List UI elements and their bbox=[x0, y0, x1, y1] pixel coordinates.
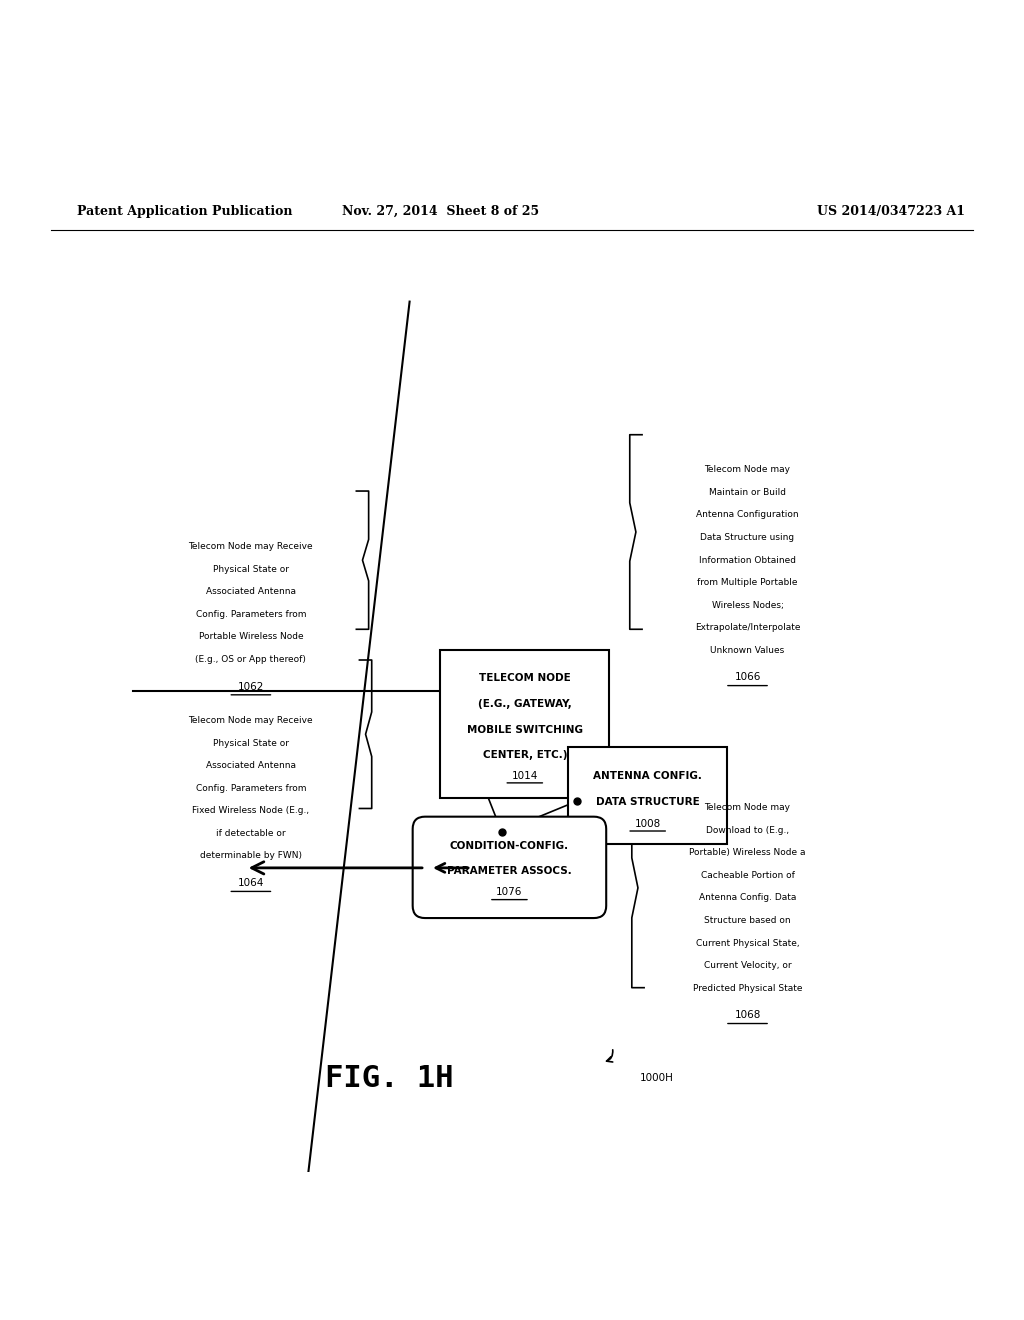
Text: Predicted Physical State: Predicted Physical State bbox=[693, 983, 802, 993]
Text: Antenna Config. Data: Antenna Config. Data bbox=[698, 894, 797, 903]
Text: Telecom Node may: Telecom Node may bbox=[705, 466, 791, 474]
Text: 1068: 1068 bbox=[734, 1010, 761, 1020]
Text: Config. Parameters from: Config. Parameters from bbox=[196, 610, 306, 619]
Text: Current Physical State,: Current Physical State, bbox=[695, 939, 800, 948]
Text: ANTENNA CONFIG.: ANTENNA CONFIG. bbox=[593, 771, 702, 780]
Text: 1008: 1008 bbox=[635, 818, 660, 829]
Text: (E.G., GATEWAY,: (E.G., GATEWAY, bbox=[478, 698, 571, 709]
Text: Associated Antenna: Associated Antenna bbox=[206, 587, 296, 597]
FancyBboxPatch shape bbox=[440, 649, 609, 799]
Text: (E.g., OS or App thereof): (E.g., OS or App thereof) bbox=[196, 655, 306, 664]
Text: Extrapolate/Interpolate: Extrapolate/Interpolate bbox=[694, 623, 801, 632]
Text: CONDITION-CONFIG.: CONDITION-CONFIG. bbox=[450, 841, 569, 851]
Text: Nov. 27, 2014  Sheet 8 of 25: Nov. 27, 2014 Sheet 8 of 25 bbox=[342, 205, 539, 218]
Text: DATA STRUCTURE: DATA STRUCTURE bbox=[596, 797, 699, 808]
Text: Portable Wireless Node: Portable Wireless Node bbox=[199, 632, 303, 642]
Text: FIG. 1H: FIG. 1H bbox=[325, 1064, 454, 1093]
Text: Telecom Node may: Telecom Node may bbox=[705, 804, 791, 812]
Text: determinable by FWN): determinable by FWN) bbox=[200, 851, 302, 861]
Text: from Multiple Portable: from Multiple Portable bbox=[697, 578, 798, 587]
Text: if detectable or: if detectable or bbox=[216, 829, 286, 838]
Text: Current Velocity, or: Current Velocity, or bbox=[703, 961, 792, 970]
Text: Associated Antenna: Associated Antenna bbox=[206, 762, 296, 771]
Text: PARAMETER ASSOCS.: PARAMETER ASSOCS. bbox=[447, 866, 571, 876]
Text: Data Structure using: Data Structure using bbox=[700, 533, 795, 543]
Text: MOBILE SWITCHING: MOBILE SWITCHING bbox=[467, 725, 583, 734]
Text: Physical State or: Physical State or bbox=[213, 565, 289, 574]
Text: Wireless Nodes;: Wireless Nodes; bbox=[712, 601, 783, 610]
Text: 1062: 1062 bbox=[238, 681, 264, 692]
Text: Download to (E.g.,: Download to (E.g., bbox=[706, 826, 790, 834]
Text: Telecom Node may Receive: Telecom Node may Receive bbox=[188, 543, 313, 552]
Text: 1064: 1064 bbox=[238, 878, 264, 888]
Text: 1076: 1076 bbox=[497, 887, 522, 898]
Text: Patent Application Publication: Patent Application Publication bbox=[77, 205, 292, 218]
Text: Structure based on: Structure based on bbox=[705, 916, 791, 925]
Text: Telecom Node may Receive: Telecom Node may Receive bbox=[188, 717, 313, 725]
Text: TELECOM NODE: TELECOM NODE bbox=[479, 673, 570, 684]
Text: CENTER, ETC.): CENTER, ETC.) bbox=[482, 750, 567, 760]
Text: 1014: 1014 bbox=[512, 771, 538, 780]
Text: Maintain or Build: Maintain or Build bbox=[709, 488, 786, 496]
Text: Information Obtained: Information Obtained bbox=[699, 556, 796, 565]
FancyBboxPatch shape bbox=[568, 747, 727, 845]
Text: 1000H: 1000H bbox=[640, 1073, 674, 1082]
Text: US 2014/0347223 A1: US 2014/0347223 A1 bbox=[817, 205, 965, 218]
Text: Config. Parameters from: Config. Parameters from bbox=[196, 784, 306, 793]
Text: Unknown Values: Unknown Values bbox=[711, 645, 784, 655]
Text: Cacheable Portion of: Cacheable Portion of bbox=[700, 871, 795, 880]
Text: Portable) Wireless Node a: Portable) Wireless Node a bbox=[689, 849, 806, 858]
Text: Antenna Configuration: Antenna Configuration bbox=[696, 511, 799, 520]
Text: Physical State or: Physical State or bbox=[213, 739, 289, 748]
Text: Fixed Wireless Node (E.g.,: Fixed Wireless Node (E.g., bbox=[193, 807, 309, 816]
FancyBboxPatch shape bbox=[413, 817, 606, 917]
Text: 1066: 1066 bbox=[734, 672, 761, 682]
